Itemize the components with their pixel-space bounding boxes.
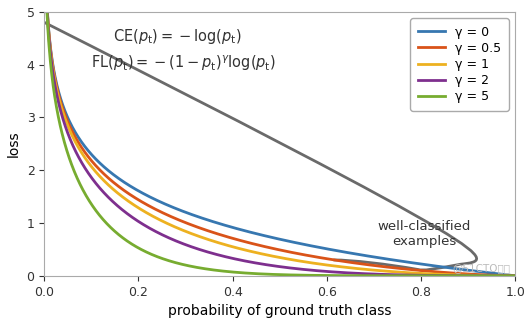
- γ = 0: [512, 274, 518, 278]
- γ = 0.5: [232, 237, 238, 241]
- γ = 5: [89, 204, 96, 208]
- γ = 2: [248, 260, 255, 264]
- γ = 5: [409, 274, 415, 278]
- γ = 0: [248, 231, 255, 235]
- Line: γ = 2: γ = 2: [45, 0, 515, 276]
- γ = 1: [232, 245, 238, 249]
- Line: γ = 0: γ = 0: [45, 0, 515, 276]
- Legend: γ = 0, γ = 0.5, γ = 1, γ = 2, γ = 5: γ = 0, γ = 0.5, γ = 1, γ = 2, γ = 5: [410, 18, 509, 111]
- γ = 5: [232, 270, 238, 274]
- γ = 1: [89, 166, 96, 170]
- γ = 5: [248, 271, 255, 275]
- γ = 1: [364, 267, 371, 271]
- γ = 2: [364, 272, 371, 276]
- γ = 0.5: [417, 268, 423, 272]
- γ = 1: [417, 271, 423, 275]
- γ = 2: [232, 257, 238, 261]
- Line: γ = 0.5: γ = 0.5: [45, 0, 515, 276]
- γ = 1: [512, 274, 518, 278]
- Line: γ = 5: γ = 5: [45, 0, 515, 276]
- Text: $\mathrm{CE}(p_\mathrm{t}) = -\log(p_\mathrm{t})$: $\mathrm{CE}(p_\mathrm{t}) = -\log(p_\ma…: [112, 27, 241, 46]
- γ = 1: [248, 250, 255, 254]
- γ = 0: [232, 226, 238, 230]
- γ = 2: [89, 177, 96, 181]
- γ = 0: [417, 262, 423, 266]
- γ = 5: [417, 274, 423, 278]
- γ = 0.5: [89, 160, 96, 164]
- γ = 0.5: [248, 241, 255, 245]
- γ = 2: [417, 273, 423, 277]
- X-axis label: probability of ground truth class: probability of ground truth class: [168, 304, 392, 318]
- γ = 5: [364, 274, 371, 278]
- Text: well-classified
examples: well-classified examples: [378, 220, 471, 248]
- γ = 0: [364, 254, 371, 258]
- Line: γ = 1: γ = 1: [45, 0, 515, 276]
- γ = 1: [409, 271, 415, 275]
- γ = 0: [89, 154, 96, 158]
- γ = 0.5: [364, 263, 371, 266]
- Text: @51CTO博客: @51CTO博客: [452, 263, 510, 273]
- γ = 0: [409, 261, 415, 265]
- Text: $\mathrm{FL}(p_\mathrm{t}) = -(1-p_\mathrm{t})^\gamma \log(p_\mathrm{t})$: $\mathrm{FL}(p_\mathrm{t}) = -(1-p_\math…: [92, 53, 276, 73]
- γ = 0.5: [409, 268, 415, 272]
- γ = 2: [512, 274, 518, 278]
- γ = 5: [512, 274, 518, 278]
- γ = 2: [409, 273, 415, 277]
- γ = 0.5: [512, 274, 518, 278]
- Y-axis label: loss: loss: [7, 131, 21, 157]
